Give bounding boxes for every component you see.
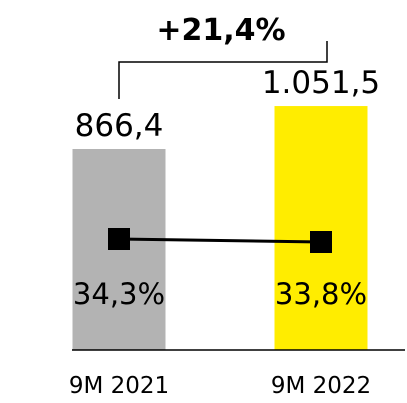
value-label-1: 866,4 <box>75 108 164 144</box>
x-tick-label-1: 9M 2021 <box>69 373 169 399</box>
bars-group <box>72 106 368 350</box>
x-tick-labels-group: 9M 2021 9M 2022 <box>69 373 371 399</box>
bar-2 <box>274 106 368 350</box>
value-label-2: 1.051,5 <box>262 65 380 101</box>
margin-label-1: 34,3% <box>73 277 165 311</box>
margin-label-2: 33,8% <box>275 277 367 311</box>
x-tick-label-2: 9M 2022 <box>271 373 371 399</box>
margin-line <box>118 237 322 244</box>
margin-marker-1 <box>108 228 130 250</box>
margin-line-series <box>108 228 332 253</box>
growth-bracket <box>118 41 328 99</box>
margin-marker-2 <box>310 231 332 253</box>
margin-labels-group: 34,3% 33,8% <box>73 277 367 311</box>
value-labels-group: 866,4 1.051,5 <box>75 65 381 144</box>
growth-label: +21,4% <box>156 13 285 48</box>
